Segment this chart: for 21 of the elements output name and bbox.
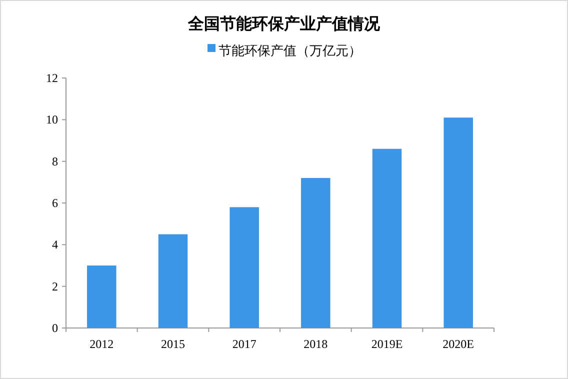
chart-title: 全国节能环保产业产值情况 — [187, 15, 381, 33]
bar — [301, 178, 330, 328]
y-tick-label: 6 — [52, 196, 58, 210]
x-tick-label: 2020E — [442, 337, 474, 351]
bar — [158, 234, 188, 328]
bar — [444, 118, 473, 328]
y-tick-label: 0 — [52, 321, 58, 335]
x-tick-label: 2012 — [90, 337, 114, 351]
bar — [230, 207, 259, 328]
y-tick-label: 12 — [46, 71, 58, 85]
y-tick-label: 2 — [52, 279, 58, 294]
bar — [87, 266, 116, 328]
bar — [372, 148, 402, 328]
x-tick-label: 2015 — [161, 337, 185, 351]
x-tick-label: 2018 — [304, 337, 328, 351]
legend-label: 节能环保产值（万亿元） — [218, 43, 362, 58]
x-tick-label: 2017 — [232, 337, 256, 351]
y-tick-label: 4 — [52, 238, 58, 252]
x-tick-label: 2019E — [371, 337, 403, 351]
y-tick-label: 8 — [52, 154, 58, 168]
y-tick-label: 10 — [46, 112, 58, 127]
